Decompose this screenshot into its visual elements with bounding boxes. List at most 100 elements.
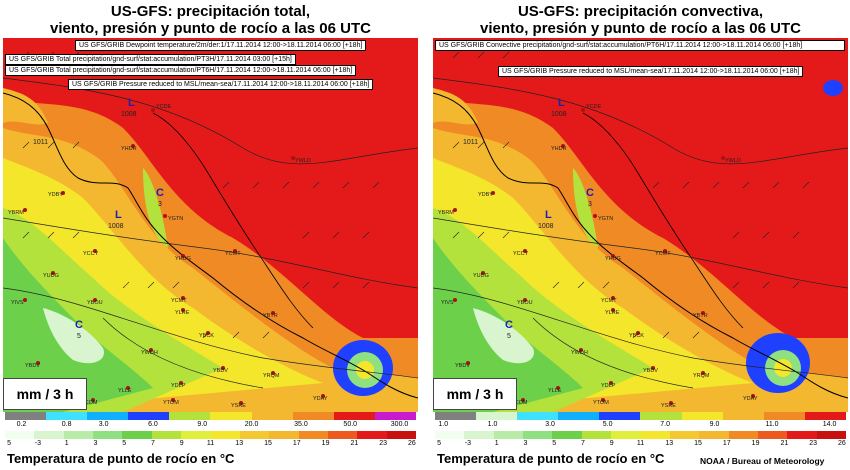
low-value-1: 1008 (551, 111, 567, 118)
dewpoint-tick: -3 (464, 440, 471, 447)
precip-ticks: 1.0 1.0 3.0 5.0 7.0 9.0 11.0 14.0 (435, 421, 846, 431)
col-label-2: C (505, 319, 513, 331)
dewpoint-tick: 1 (64, 440, 69, 447)
station-label: YBRM (438, 210, 454, 216)
station-label: YLLE (118, 388, 132, 394)
precip-tick: 1.0 (438, 421, 449, 428)
precip-tick: 7.0 (660, 421, 671, 428)
dewpoint-tick: -3 (34, 440, 41, 447)
dewpoint-tick: 1 (494, 440, 499, 447)
low-value-2: 1008 (538, 223, 554, 230)
dewpoint-tick: 23 (809, 440, 818, 447)
station-label: YUDG (473, 273, 489, 279)
precip-tick: 6.0 (148, 421, 158, 428)
station-label: YHDR (551, 146, 567, 152)
station-label: YDBY (478, 192, 493, 198)
station-label: YSRE (231, 403, 246, 409)
station-label: YGTN (168, 216, 183, 222)
dewpoint-tick: 9 (609, 440, 614, 447)
dewpoint-tick: 7 (151, 440, 155, 447)
station-label: YBCK (199, 333, 214, 339)
precip-tick: 9.0 (709, 421, 720, 428)
station-label: YCCY (83, 251, 99, 257)
precip-ticks: 0.2 0.8 3.0 6.0 9.0 20.0 35.0 50.0 300.0 (5, 421, 416, 431)
low-label-2: L (545, 209, 552, 221)
dewpoint-label: Temperatura de punto de rocío en °C (437, 451, 665, 466)
title-line-2: viento, presión y punto de rocío a las 0… (50, 20, 371, 37)
station-label: YWDH (141, 350, 158, 356)
precip-tick: 11.0 (765, 421, 779, 428)
unit-label: mm / 3 h (433, 378, 517, 410)
dewpoint-label: Temperatura de punto de rocío en °C (7, 451, 235, 466)
precip-tick: 300.0 (390, 421, 409, 428)
station-label: YCDE (156, 104, 172, 110)
title-line-1: US-GFS: precipitación convectiva, (517, 3, 764, 20)
low-value-2: 1008 (108, 223, 124, 230)
map-header-pressure: US GFS/GRIB Pressure reduced to MSL/mean… (68, 79, 374, 90)
station-label: YBCK (629, 333, 644, 339)
low-label-1: L (558, 97, 565, 109)
dewpoint-ticks: 5 -3 1 3 5 7 9 11 13 15 17 19 21 23 26 (435, 440, 846, 450)
station-label: YWLD (725, 158, 741, 164)
panel-title: US-GFS: precipitación total, viento, pre… (3, 3, 418, 37)
map-header-dewpoint: US GFS/GRIB Dewpoint temperature/2m/der:… (75, 40, 367, 51)
dewpoint-tick: 3 (93, 440, 98, 447)
station-label: YBTR (263, 313, 278, 319)
precip-tick: 20.0 (244, 421, 259, 428)
map-header-pressure: US GFS/GRIB Pressure reduced to MSL/mean… (498, 66, 804, 77)
station-label: YRQM (693, 373, 710, 379)
map-header-convective: US GFS/GRIB Convective precipitation/gnd… (435, 40, 845, 51)
dewpoint-tick: 26 (407, 440, 416, 447)
station-label: YTOM (593, 400, 609, 406)
dewpoint-tick: 5 (7, 440, 12, 447)
station-label: YLLE (548, 388, 562, 394)
station-label: YDBY (48, 192, 63, 198)
station-label: YBOU (87, 300, 103, 306)
station-label: YDLP (171, 383, 186, 389)
low-value-1: 1008 (121, 111, 137, 118)
station-label: YCOM (81, 400, 98, 406)
title-line-1: US-GFS: precipitación total, (110, 3, 311, 20)
dewpoint-tick: 15 (264, 440, 272, 447)
dewpoint-tick: 5 (122, 440, 127, 447)
isobar-label: 1011 (33, 139, 48, 146)
col-value-1: 3 (158, 201, 162, 208)
station-label: YGTN (598, 216, 613, 222)
precip-tick: 9.0 (197, 421, 208, 428)
col-label-2: C (75, 319, 83, 331)
low-label-2: L (115, 209, 122, 221)
panel-title: US-GFS: precipitación convectiva, viento… (433, 3, 848, 37)
dewpoint-ticks: 5 -3 1 3 5 7 9 11 13 15 17 19 21 23 26 (5, 440, 416, 450)
station-label: YLRE (175, 310, 190, 316)
dewpoint-tick: 17 (722, 440, 731, 447)
dewpoint-tick: 21 (350, 440, 359, 447)
map-header-precip-3h: US GFS/GRIB Total precipitation/gnd-surf… (5, 54, 296, 65)
station-label: YCOM (511, 400, 528, 406)
station-label: YBDV (643, 368, 658, 374)
precip-tick: 35.0 (294, 421, 308, 428)
low-label-1: L (128, 97, 135, 109)
weather-map: L 1008 L 1008 C 3 C 5 1011 YCDE YBRM YHD… (3, 38, 418, 412)
dewpoint-tick: 9 (179, 440, 184, 447)
station-label: YIVS (11, 300, 24, 306)
col-label-1: C (156, 187, 164, 199)
station-label: YDAY (313, 396, 328, 402)
precip-tick: 5.0 (602, 421, 613, 428)
precip-tick: 14.0 (822, 421, 837, 428)
station-label: YHUG (175, 256, 191, 262)
station-label: YBDV (213, 368, 228, 374)
precip-tick: 50.0 (343, 421, 358, 428)
station-label: YCMT (601, 298, 617, 304)
dewpoint-tick: 13 (235, 440, 244, 447)
isobar-label: 1011 (463, 139, 478, 146)
dewpoint-tick: 11 (206, 440, 215, 447)
col-value-2: 5 (507, 333, 511, 340)
dewpoint-tick: 5 (552, 440, 557, 447)
station-label: YWLD (295, 158, 311, 164)
map-graphic: L 1008 L 1008 C 3 C 5 1011 YCDE YBRM YHD… (3, 38, 418, 412)
col-value-2: 5 (77, 333, 81, 340)
dewpoint-tick: 19 (751, 440, 760, 447)
station-label: YBRM (8, 210, 24, 216)
dewpoint-tick: 11 (636, 440, 645, 447)
precip-tick: 0.2 (16, 421, 27, 428)
